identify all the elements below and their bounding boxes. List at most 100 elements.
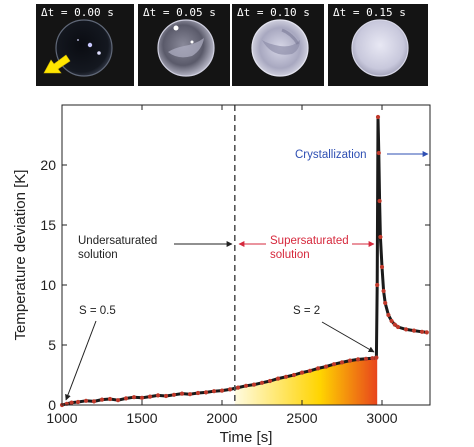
data-point — [83, 398, 89, 403]
y-tick-label: 20 — [40, 157, 56, 173]
data-point — [291, 372, 297, 378]
droplet-4 — [351, 19, 409, 77]
data-point — [75, 399, 81, 405]
data-point — [376, 150, 381, 156]
data-point — [131, 395, 137, 400]
shaded-region — [234, 285, 378, 405]
data-point — [379, 264, 385, 270]
data-point — [377, 198, 382, 204]
data-point — [123, 396, 129, 401]
data-point — [69, 400, 74, 405]
data-point — [411, 328, 417, 333]
s-high-arrow — [321, 321, 375, 353]
data-point — [307, 368, 313, 373]
annotation-supersaturated: Supersaturated solution — [238, 235, 375, 261]
data-point — [227, 387, 233, 392]
data-point — [315, 366, 321, 371]
x-axis-label: Time [s] — [220, 429, 273, 446]
ticks-layer: 1000 1500 2000 2500 3000 0 5 10 15 20 — [40, 105, 430, 426]
data-point — [195, 390, 201, 396]
data-point — [267, 378, 273, 384]
data-point — [383, 300, 388, 306]
data-point — [386, 312, 391, 318]
data-point — [355, 357, 361, 362]
data-point — [235, 385, 241, 390]
data-point — [331, 362, 337, 367]
data-point — [99, 397, 105, 402]
data-point — [375, 114, 381, 120]
data-point — [187, 392, 193, 397]
data-point — [374, 355, 379, 360]
data-point — [115, 398, 121, 403]
panel-2-label: Δt = 0.05 s — [143, 6, 216, 19]
data-point — [323, 364, 329, 369]
panel-1-label: Δt = 0.00 s — [41, 6, 114, 19]
data-point — [91, 399, 97, 404]
data-point — [179, 391, 185, 396]
annotation-undersaturated: Undersaturated solution — [78, 235, 233, 261]
data-point — [243, 383, 249, 388]
droplet-1 — [55, 19, 113, 77]
supersaturated-label-1: Supersaturated — [270, 235, 349, 247]
data-point — [375, 282, 380, 288]
y-axis-label: Temperature deviation [K] — [12, 170, 29, 341]
s-low-label: S = 0.5 — [79, 305, 116, 317]
data-point — [203, 390, 209, 395]
x-tick-label: 1500 — [126, 410, 157, 426]
s-low-arrow — [65, 320, 97, 401]
y-tick-label: 0 — [48, 397, 56, 413]
data-point — [370, 356, 375, 361]
x-tick-label: 3000 — [366, 410, 397, 426]
data-point — [395, 324, 401, 330]
data-point — [219, 388, 225, 393]
data-point — [392, 322, 397, 327]
annotation-s-high: S = 2 — [293, 305, 375, 353]
panel-4-label: Δt = 0.15 s — [333, 6, 406, 19]
annotation-s-low: S = 0.5 — [65, 305, 116, 401]
data-point — [389, 318, 394, 324]
data-point — [259, 380, 265, 385]
panel-3-label: Δt = 0.10 s — [237, 6, 310, 19]
undersaturated-label-1: Undersaturated — [78, 235, 157, 247]
data-point — [211, 389, 217, 394]
panel-1: Δt = 0.00 s — [36, 4, 134, 86]
y-tick-label: 15 — [40, 217, 56, 233]
supersaturated-label-2: solution — [270, 249, 310, 261]
panel-4: Δt = 0.15 s — [328, 4, 428, 86]
data-point — [378, 234, 383, 240]
panel-2: Δt = 0.05 s — [138, 4, 230, 86]
data-point — [419, 329, 425, 334]
panel-3: Δt = 0.10 s — [232, 4, 324, 86]
undersaturated-label-2: solution — [78, 249, 118, 261]
data-point — [107, 396, 113, 402]
data-point — [283, 374, 289, 379]
data-point — [347, 358, 353, 363]
data-point — [299, 370, 305, 375]
series-layer — [59, 114, 429, 408]
shaded-area — [234, 285, 378, 405]
crystallization-label: Crystallization — [295, 149, 367, 161]
y-tick-label: 10 — [40, 277, 56, 293]
data-point — [424, 330, 429, 335]
data-point — [251, 382, 257, 387]
x-tick-label: 1000 — [46, 410, 77, 426]
data-point — [163, 393, 169, 399]
data-point — [381, 288, 386, 294]
data-point — [147, 394, 153, 399]
x-tick-label: 2000 — [206, 410, 237, 426]
plot-frame — [61, 104, 431, 406]
s-high-label: S = 2 — [293, 305, 320, 317]
data-point — [363, 356, 369, 361]
data-point — [139, 395, 145, 400]
chart: 1000 1500 2000 2500 3000 0 5 10 15 20 Time [s] Te… — [12, 104, 431, 446]
y-tick-label: 5 — [48, 337, 56, 353]
data-point — [275, 376, 281, 381]
annotation-crystallization: Crystallization — [295, 149, 429, 161]
data-point — [171, 392, 177, 397]
yellow-arrow — [43, 54, 71, 74]
x-tick-label: 2500 — [286, 410, 317, 426]
data-point — [403, 327, 409, 332]
data-point — [155, 393, 161, 398]
series-line — [61, 115, 427, 407]
